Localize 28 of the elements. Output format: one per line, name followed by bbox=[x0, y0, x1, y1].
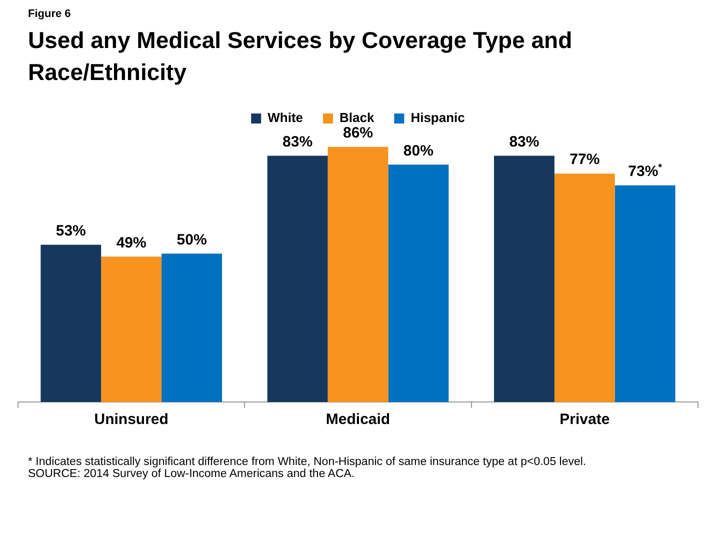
data-label: 83% bbox=[509, 133, 540, 150]
legend-label: Hispanic bbox=[410, 110, 465, 126]
data-label: 86% bbox=[342, 124, 374, 142]
bar bbox=[614, 185, 676, 402]
bar bbox=[494, 156, 554, 402]
legend-label: White bbox=[268, 110, 304, 126]
data-label: 83% bbox=[282, 133, 313, 150]
bar bbox=[162, 254, 222, 402]
data-label: 50% bbox=[176, 231, 207, 248]
x-tick-label: Private bbox=[560, 411, 610, 428]
bar bbox=[554, 174, 615, 402]
bar bbox=[101, 256, 162, 402]
bar bbox=[388, 164, 449, 402]
data-label: 77% bbox=[570, 151, 600, 168]
data-label: 73%* bbox=[628, 162, 662, 180]
data-label: 53% bbox=[56, 222, 86, 240]
source-note: SOURCE: 2014 Survey of Low-Income Americans and the ACA. bbox=[28, 468, 356, 480]
x-tick-label: Uninsured bbox=[94, 411, 168, 428]
bar bbox=[267, 156, 328, 402]
legend-label: Black bbox=[340, 110, 375, 126]
bar bbox=[40, 244, 102, 402]
text: * Indicates statistically significant difference from White, Non-Hispanic of same insurance type at p<0.05 level. bbox=[28, 456, 588, 468]
x-tick-label: Medicaid bbox=[326, 411, 390, 428]
data-label: 80% bbox=[403, 142, 434, 160]
chart-title: Used any Medical Services by Coverage Type and Race/Ethnicity bbox=[28, 26, 574, 87]
data-label: 49% bbox=[116, 234, 146, 252]
bar bbox=[328, 146, 388, 402]
chart-subtitle: Figure 6 bbox=[28, 8, 72, 20]
